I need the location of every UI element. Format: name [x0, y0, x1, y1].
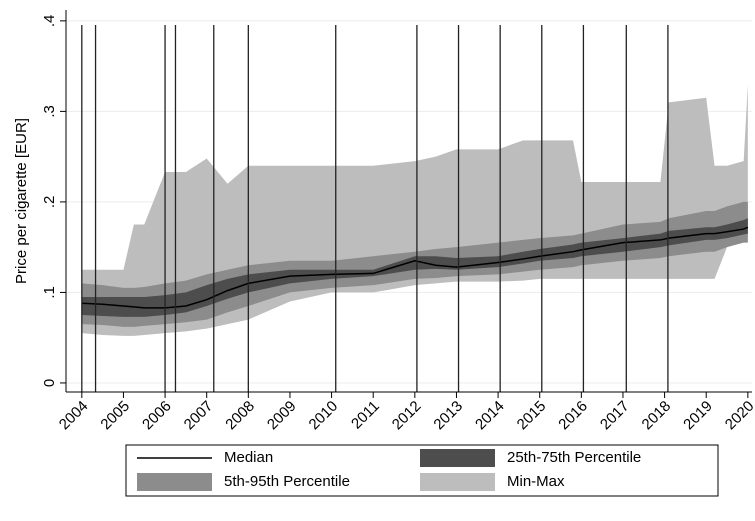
legend-label: 5th-95th Percentile	[224, 473, 350, 490]
legend-swatch	[420, 449, 495, 467]
y-axis-title: Price per cigarette [EUR]	[13, 118, 30, 284]
y-tick-label: .4	[41, 15, 58, 28]
legend-swatch	[137, 473, 212, 491]
x-tick-label: 2007	[181, 398, 217, 434]
x-tick-label: 2005	[97, 398, 133, 434]
x-tick-label: 2013	[430, 398, 466, 434]
y-tick-label: 0	[41, 379, 58, 387]
legend-label: Median	[224, 449, 273, 466]
legend-label: 25th-75th Percentile	[507, 449, 641, 466]
legend-label: Min-Max	[507, 473, 565, 490]
x-tick-label: 2020	[722, 398, 755, 434]
x-tick-label: 2019	[680, 398, 716, 434]
x-tick-label: 2011	[348, 398, 383, 433]
median-line	[81, 226, 749, 309]
x-tick-label: 2006	[139, 398, 175, 434]
y-tick-label: .2	[41, 196, 58, 209]
legend-swatch	[420, 473, 495, 491]
x-tick-label: 2014	[472, 398, 508, 434]
x-tick-label: 2015	[514, 398, 550, 434]
x-tick-label: 2018	[639, 398, 675, 434]
x-tick-label: 2009	[264, 398, 300, 434]
x-tick-label: 2012	[389, 398, 425, 434]
x-tick-label: 2008	[222, 398, 258, 434]
y-tick-label: .3	[41, 105, 58, 118]
y-tick-label: .1	[41, 286, 58, 299]
x-tick-label: 2017	[597, 398, 633, 434]
x-tick-label: 2004	[56, 398, 92, 434]
x-tick-label: 2016	[555, 398, 591, 434]
x-tick-label: 2010	[306, 398, 342, 434]
